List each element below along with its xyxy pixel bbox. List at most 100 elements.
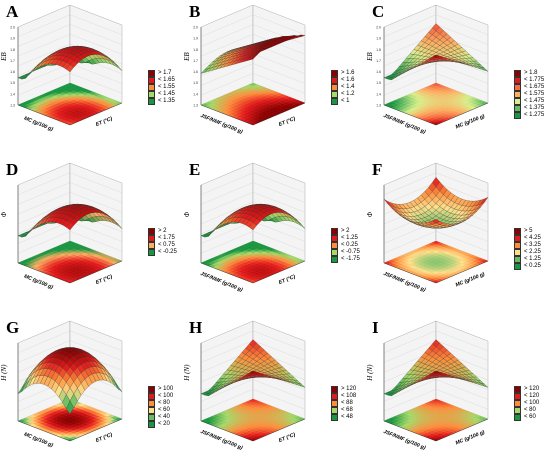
legend-label: > 1.6 — [341, 70, 355, 76]
legend-label: < 1.4 — [341, 84, 355, 90]
legend-swatch — [514, 112, 521, 119]
legend-swatch — [331, 393, 338, 400]
surface-cell — [66, 400, 74, 414]
legend-swatch — [514, 98, 521, 105]
grid-line — [383, 231, 489, 254]
surface-cell — [66, 64, 74, 73]
legend-swatch — [514, 235, 521, 242]
z-tick-label: 1.8 — [376, 48, 381, 52]
legend-label: > 2 — [341, 228, 350, 234]
legend-label: < 1.55 — [158, 84, 175, 90]
z-axis-label: EB — [0, 52, 8, 62]
surface-cell — [431, 370, 441, 374]
legend-swatch — [148, 393, 155, 400]
grid-line — [17, 231, 123, 254]
panel-letter: F — [372, 160, 383, 179]
z-tick-label: 2.0 — [193, 26, 198, 30]
legend-label: < 1.675 — [524, 84, 545, 90]
legend-swatch — [514, 91, 521, 98]
legend-item: < 1.275 — [514, 112, 544, 119]
legend-label: < 1.25 — [524, 256, 541, 262]
chart-panel-g: H (N) MC (g/100 g) ET (°C) G > 100 < 100 < 80 <… — [0, 316, 183, 474]
legend-label: < 120 — [524, 393, 540, 399]
legend-label: < 88 — [341, 400, 353, 406]
legend-swatch — [331, 407, 338, 414]
y-axis-label: ET (°C) — [95, 274, 114, 286]
z-tick-label: 1.8 — [193, 48, 198, 52]
z-tick-label: 1.3 — [376, 104, 381, 108]
legend-label: > 5 — [524, 228, 533, 234]
legend-swatch — [148, 249, 155, 256]
legend: > 120 < 120 < 100 < 80 < 60 — [514, 386, 539, 421]
legend-item: < 1.45 — [148, 91, 175, 98]
legend-label: < 80 — [524, 407, 536, 413]
legend-item: < -0.25 — [148, 249, 177, 256]
chart-panel-e: Φ JSF/NMF (g/100 g) ET (°C) E > 2 < 1.25 < 0.2… — [183, 158, 366, 316]
surface-cell — [249, 222, 257, 231]
legend-label: < 4.25 — [524, 235, 541, 241]
legend-swatch — [148, 242, 155, 249]
legend-label: < 3.25 — [524, 242, 541, 248]
z-tick-label: 1.6 — [193, 70, 198, 74]
legend-item: < 48 — [331, 414, 356, 421]
legend-swatch — [148, 70, 155, 77]
panel-letter: I — [372, 318, 379, 337]
chart-panel-c: 1.3 1.4 1.5 1.6 1.7 1.8 1.9 2.0 EB JSF/NMF (g/100… — [366, 0, 549, 158]
grid-line — [383, 14, 489, 37]
panel-letter: C — [372, 2, 385, 21]
z-tick-label: 1.9 — [376, 37, 381, 41]
legend-label: < 20 — [158, 421, 170, 427]
legend-label: > 1.7 — [158, 70, 172, 76]
legend-item: < 1.2 — [331, 91, 355, 98]
legend-item: < 1.575 — [514, 91, 544, 98]
legend-item: < 1.475 — [514, 98, 544, 105]
legend-item: < 2.25 — [514, 249, 541, 256]
axis-lines — [200, 260, 306, 284]
z-axis-label: Φ — [183, 211, 191, 217]
axis-lines — [17, 102, 123, 126]
legend-swatch — [331, 386, 338, 393]
legend-swatch — [514, 393, 521, 400]
z-tick-label: 1.5 — [193, 81, 198, 85]
legend-label: < 1.75 — [158, 235, 175, 241]
z-tick-label: 1.9 — [193, 37, 198, 41]
legend-swatch — [514, 249, 521, 256]
contour-cell — [431, 398, 441, 403]
chart-panel-h: H (N) JSF/NMF (g/100 g) ET (°C) H > 120 < 108… — [183, 316, 366, 474]
legend-item: < 3.25 — [514, 242, 541, 249]
contour-cell — [431, 240, 441, 245]
grid-line — [383, 379, 489, 402]
surface-plot: H (N)JSF/NMF (g/100 g) ET (°C) — [183, 320, 306, 451]
legend-item: < 1.775 — [514, 77, 544, 84]
legend-swatch — [331, 84, 338, 91]
chart-panel-f: Φ JSF/NMF (g/100 g) MC (g/100 g) F > 5 < 4.25… — [366, 158, 549, 316]
panel-letter: G — [6, 318, 20, 337]
z-tick-label: 1.3 — [10, 104, 15, 108]
legend-label: < 108 — [341, 393, 357, 399]
legend-label: < 1 — [341, 98, 350, 104]
grid-line — [17, 172, 123, 195]
legend-item: > 120 — [331, 386, 356, 393]
contour-cell — [248, 82, 258, 87]
axis-lines — [383, 418, 489, 442]
legend-item: < 60 — [514, 414, 539, 421]
x-axis-label: MC (g/100 g) — [23, 274, 54, 291]
y-axis-label: ET (°C) — [278, 274, 297, 286]
legend-label: < 60 — [524, 414, 536, 420]
legend-swatch — [331, 256, 338, 263]
legend-swatch — [148, 414, 155, 421]
legend-swatch — [148, 77, 155, 84]
legend-swatch — [514, 77, 521, 84]
legend-label: > 120 — [524, 386, 540, 392]
legend-label: < 100 — [158, 393, 174, 399]
legend-label: < 60 — [158, 407, 170, 413]
legend-swatch — [148, 386, 155, 393]
legend-swatch — [331, 235, 338, 242]
panel-letter: D — [6, 160, 19, 179]
legend-item: < 1 — [331, 98, 355, 105]
z-tick-label: 1.5 — [376, 81, 381, 85]
contour-cell — [65, 240, 75, 245]
